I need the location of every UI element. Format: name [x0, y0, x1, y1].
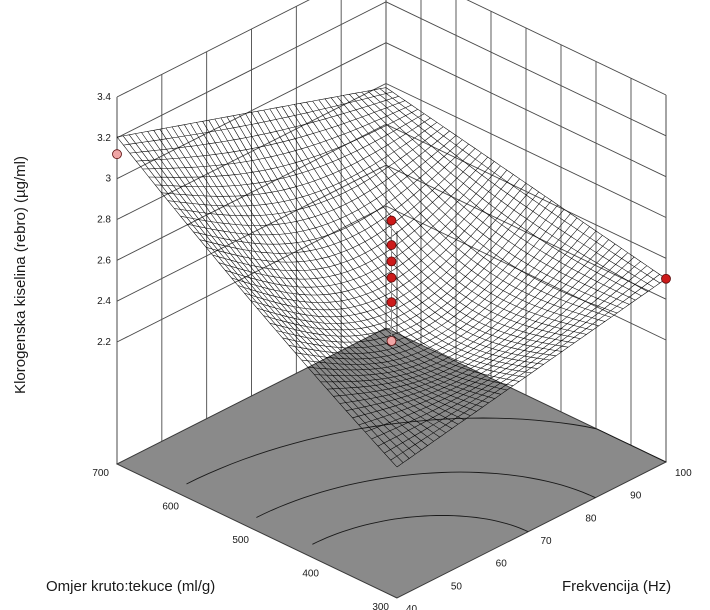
surface-mesh-line: [250, 178, 520, 318]
design-point: [386, 215, 397, 226]
z-tick-label: 3.2: [97, 133, 111, 144]
design-point: [661, 273, 671, 284]
surface-mesh-line: [275, 107, 557, 357]
surface-mesh-line: [282, 200, 552, 349]
design-point: [386, 297, 397, 308]
design-point: [386, 240, 397, 250]
z-tick-label: 2.6: [97, 255, 111, 266]
y-axis-ticks: 40 50 60 70 80 90 100: [406, 468, 692, 610]
surface-mesh-line: [367, 90, 648, 292]
surface-mesh-line: [294, 104, 575, 344]
wall-grid-line: [116, 164, 387, 302]
wall-grid-line: [385, 42, 667, 178]
surface-mesh-line: [142, 104, 412, 170]
surface-mesh-line: [193, 139, 463, 245]
surface-mesh-line: [349, 94, 630, 305]
surface-mesh-line: [174, 126, 444, 217]
surface-mesh-line: [206, 148, 476, 263]
surface-mesh-line: [263, 109, 544, 365]
surface-mesh-line: [129, 96, 399, 154]
x-axis-title: Omjer kruto:tekuce (ml/g): [46, 578, 215, 595]
x-tick-label: 700: [92, 468, 109, 479]
wall-grid-line: [385, 205, 667, 341]
surface-mesh-line: [136, 100, 406, 162]
z-axis-ticks: 2.2 2.4 2.6 2.8 3 3.2 3.4: [97, 92, 111, 348]
x-tick-label: 300: [372, 602, 389, 610]
surface-mesh-line: [257, 111, 538, 369]
back-walls: [116, 0, 667, 598]
surface-mesh-line: [116, 87, 387, 138]
surface-mesh-line: [281, 106, 563, 352]
y-tick-label: 100: [675, 468, 692, 479]
wall-grid-line: [116, 0, 310, 98]
x-tick-label: 500: [232, 535, 249, 546]
surface-mesh-line: [225, 161, 495, 288]
z-tick-label: 3: [105, 174, 111, 185]
wall-grid-line: [466, 0, 667, 96]
surface-mesh-line: [324, 98, 605, 322]
z-tick-label: 2.4: [97, 296, 111, 307]
surface-mesh-line: [342, 95, 624, 309]
surface-mesh-line: [379, 88, 661, 284]
wall-grid-line: [385, 1, 667, 137]
wall-grid-line: [116, 42, 387, 180]
surface-mesh-line: [161, 117, 431, 197]
surface-mesh-line: [186, 135, 457, 236]
x-tick-label: 400: [302, 569, 319, 580]
design-points: [112, 149, 671, 346]
surface-mesh-line: [287, 105, 569, 348]
design-point: [386, 256, 397, 267]
y-tick-label: 80: [585, 513, 597, 524]
design-point: [112, 149, 122, 160]
y-tick-label: 70: [541, 536, 553, 547]
y-tick-label: 50: [451, 581, 463, 592]
floor-contour: [256, 471, 596, 518]
surface-mesh-line: [355, 93, 636, 301]
floor-plane: [115, 327, 668, 599]
surface-mesh-line: [231, 165, 501, 296]
surface-mesh-line: [336, 96, 618, 314]
surface-mesh-line: [300, 103, 581, 339]
floor-contour: [312, 514, 529, 545]
y-axis-title: Frekvencija (Hz): [562, 578, 671, 595]
z-tick-label: 2.8: [97, 215, 111, 226]
surface-mesh-line: [244, 174, 514, 311]
surface-mesh-line: [199, 143, 469, 254]
surface-mesh-line: [218, 156, 489, 280]
surface-mesh-line: [385, 87, 667, 280]
response-surface: [116, 87, 667, 468]
y-tick-label: 40: [406, 604, 418, 610]
surface-mesh-line: [330, 97, 612, 318]
wall-grid-line: [116, 83, 387, 220]
surface-mesh-line: [180, 130, 450, 226]
surface-mesh-line: [306, 102, 587, 335]
surface-mesh-line: [148, 109, 418, 178]
y-tick-label: 90: [630, 491, 642, 502]
surface-mesh-line: [123, 91, 393, 146]
z-tick-label: 3.4: [97, 92, 111, 103]
x-axis-ticks: 300 400 500 600 700: [92, 468, 389, 610]
design-point: [386, 272, 397, 283]
surface-mesh-line: [167, 122, 438, 207]
wall-grid-line: [116, 1, 387, 139]
surface-mesh-line: [269, 108, 550, 361]
wall-grid-line: [385, 83, 667, 218]
x-tick-label: 600: [162, 502, 179, 513]
surface-mesh-line: [312, 100, 593, 331]
wall-grid-line: [385, 123, 667, 259]
surface-mesh-line: [237, 169, 508, 303]
floor-polygon: [115, 327, 668, 599]
surface-mesh-line: [373, 89, 654, 288]
surface-mesh-line: [212, 152, 482, 271]
surface-mesh-line: [361, 91, 642, 297]
surface-mesh-line: [318, 99, 599, 327]
z-tick-label: 2.2: [97, 337, 111, 348]
design-point: [386, 336, 397, 346]
y-tick-label: 60: [496, 559, 508, 570]
z-axis-title: Klorogenska kiselina (rebro) (µg/ml): [12, 156, 29, 394]
surface-mesh-line: [155, 113, 425, 187]
